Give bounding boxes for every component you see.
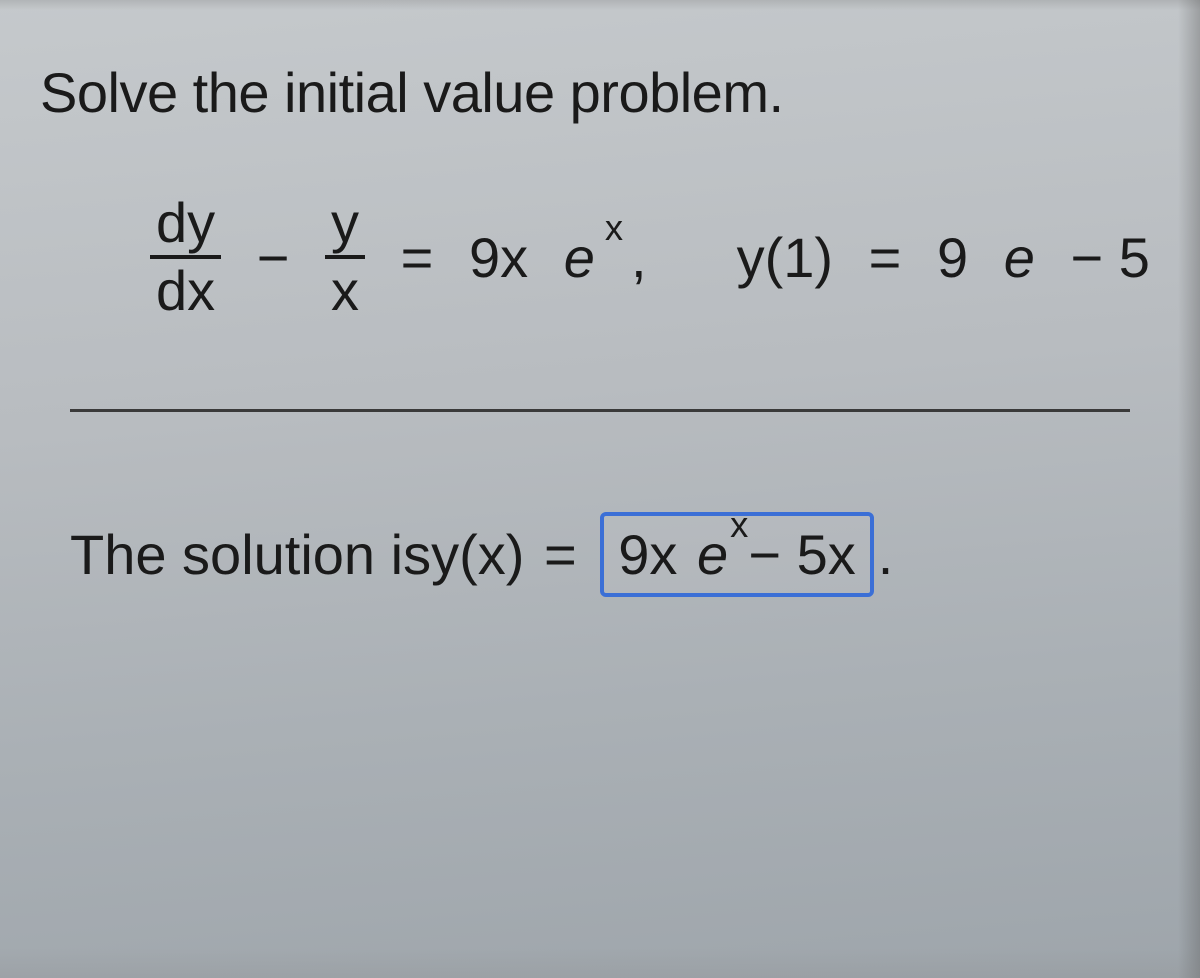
y-of-x: y(x): [431, 522, 524, 587]
answer-minus-5x: − 5x: [748, 522, 855, 587]
numerator-dy: dy: [150, 195, 221, 259]
ic-e: e: [1004, 225, 1035, 290]
denominator-dx: dx: [150, 259, 221, 319]
solution-label: The solution is: [70, 522, 431, 587]
fraction-y-x: y x: [325, 195, 365, 319]
divider: [70, 409, 1130, 412]
rhs-9x: 9x: [469, 225, 528, 290]
ode-lhs-rhs: dy dx − y x = 9x e x ,: [150, 195, 647, 319]
ic-equals: =: [869, 225, 902, 290]
solution-equals: =: [544, 522, 577, 587]
equals-sign: =: [401, 225, 434, 290]
equation: dy dx − y x = 9x e x , y(1) = 9: [150, 195, 1160, 319]
answer-9x: 9x: [618, 522, 677, 587]
denominator-x: x: [325, 259, 365, 319]
problem-prompt: Solve the initial value problem.: [40, 60, 1160, 125]
photo-edge-right: [1178, 0, 1200, 978]
rhs-e: e: [564, 225, 595, 290]
ic-minus-5: − 5: [1070, 225, 1149, 290]
answer-input[interactable]: 9x e x − 5x: [600, 512, 874, 597]
rhs-exponent-x: x: [605, 207, 623, 249]
fraction-dy-dx: dy dx: [150, 195, 221, 319]
solution-line: The solution is y(x) = 9x e x − 5x .: [70, 512, 1160, 597]
photo-edge-bottom: [0, 948, 1200, 978]
solution-period: .: [878, 522, 894, 587]
answer-e: e: [697, 522, 728, 587]
comma: ,: [631, 225, 647, 290]
minus-sign: −: [257, 225, 290, 290]
ic-9: 9: [937, 225, 968, 290]
initial-condition: y(1) = 9 e − 5: [737, 225, 1150, 290]
photo-edge-top: [0, 0, 1200, 10]
ic-y-of-1: y(1): [737, 225, 833, 290]
numerator-y: y: [325, 195, 365, 259]
answer-exp-x: x: [730, 504, 748, 546]
